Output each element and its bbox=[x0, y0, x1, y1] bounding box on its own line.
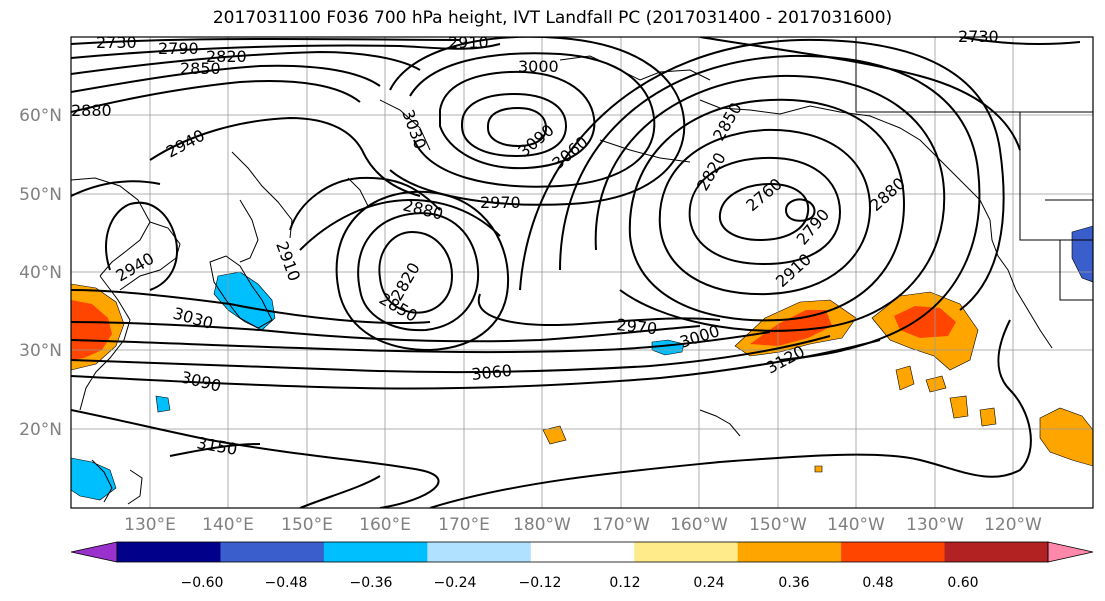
colorbar-tick-label: −0.48 bbox=[265, 575, 308, 591]
lat-tick-label: 40°N bbox=[19, 263, 62, 283]
contour-label: 2730 bbox=[96, 33, 137, 52]
contour-label: 2820 bbox=[206, 47, 247, 66]
positive-anomaly-east-small-4 bbox=[979, 407, 997, 427]
colorbar-segments bbox=[70, 541, 1094, 563]
contour-label: 2850 bbox=[180, 59, 221, 78]
contour-label: 3060 bbox=[470, 361, 512, 384]
contour-label: 3000 bbox=[518, 57, 559, 76]
lon-tick-label: 140°E bbox=[202, 515, 254, 535]
positive-anomaly-east-inner bbox=[894, 306, 956, 338]
lat-tick-label: 60°N bbox=[19, 106, 62, 126]
colorbar-tick-labels: −0.60 −0.48 −0.36 −0.24 −0.12 0.12 0.24 … bbox=[181, 575, 979, 591]
graticule bbox=[71, 37, 1093, 508]
lat-tick-label: 50°N bbox=[19, 185, 62, 205]
colorbar-tick-label: −0.24 bbox=[434, 575, 477, 591]
lon-tick-label: 150°E bbox=[281, 515, 333, 535]
colorbar-tick-label: 0.36 bbox=[778, 575, 809, 591]
colorbar-segment bbox=[634, 542, 739, 562]
colorbar-tick-label: 0.60 bbox=[947, 575, 978, 591]
map-border bbox=[70, 36, 1094, 509]
lon-tick-label: 130°E bbox=[124, 515, 176, 535]
colorbar-segment bbox=[220, 542, 325, 562]
lon-tick-label: 170°E bbox=[438, 515, 490, 535]
lon-tick-label: 150°W bbox=[749, 515, 807, 535]
colorbar-tick-label: 0.48 bbox=[862, 575, 893, 591]
colorbar-tick-label: −0.36 bbox=[350, 575, 393, 591]
colorbar-tick-label: 0.12 bbox=[609, 575, 640, 591]
lon-tick-label: 170°W bbox=[592, 515, 650, 535]
map-title: 2017031100 F036 700 hPa height, IVT Land… bbox=[212, 8, 893, 28]
height-contours bbox=[71, 37, 1081, 508]
positive-anomaly-southeast bbox=[1039, 407, 1093, 467]
colorbar-segment bbox=[841, 542, 946, 562]
contour-label: 2970 bbox=[616, 315, 658, 338]
lon-tick-label: 180°W bbox=[513, 515, 571, 535]
longitude-ticks: 130°E 140°E 150°E 160°E 170°E 180°W 170°… bbox=[124, 515, 1042, 535]
latitude-ticks: 60°N 50°N 40°N 30°N 20°N bbox=[19, 106, 62, 440]
colorbar-segment bbox=[323, 542, 428, 562]
colorbar-tick-label: −0.60 bbox=[181, 575, 224, 591]
colorbar-border bbox=[116, 541, 1049, 563]
colorbar-segment bbox=[530, 542, 635, 562]
colorbar-tick-label: −0.12 bbox=[519, 575, 562, 591]
colorbar-extend-high bbox=[1047, 541, 1094, 563]
lon-tick-label: 160°E bbox=[359, 515, 411, 535]
lon-tick-label: 130°W bbox=[906, 515, 964, 535]
positive-anomaly-east-small-2 bbox=[925, 375, 947, 393]
negative-anomaly-small bbox=[155, 395, 171, 413]
colorbar: −0.60 −0.48 −0.36 −0.24 −0.12 0.12 0.24 … bbox=[70, 541, 1094, 591]
lat-tick-label: 20°N bbox=[19, 420, 62, 440]
colorbar-segment bbox=[737, 542, 842, 562]
positive-anomaly-plume-inner bbox=[750, 310, 832, 346]
contour-label: 2910 bbox=[448, 33, 489, 52]
positive-anomaly-china-inner bbox=[71, 300, 112, 360]
colorbar-segment bbox=[117, 542, 221, 562]
lon-tick-label: 120°W bbox=[984, 515, 1042, 535]
map-area bbox=[71, 37, 1093, 508]
contour-label: 2880 bbox=[71, 101, 112, 120]
lon-tick-label: 160°W bbox=[670, 515, 728, 535]
positive-anomaly-small-2 bbox=[814, 465, 823, 473]
colorbar-segment bbox=[944, 542, 1049, 562]
lat-tick-label: 30°N bbox=[19, 341, 62, 361]
colorbar-extend-low bbox=[70, 541, 118, 563]
positive-anomaly-small-1 bbox=[542, 425, 567, 445]
colorbar-segment bbox=[427, 542, 532, 562]
colorbar-tick-label: 0.24 bbox=[693, 575, 724, 591]
contour-label: 2790 bbox=[158, 39, 199, 58]
lon-tick-label: 140°W bbox=[827, 515, 885, 535]
ivt-shading bbox=[71, 225, 1093, 501]
positive-anomaly-east-small-3 bbox=[949, 395, 969, 419]
positive-anomaly-east-small-1 bbox=[895, 365, 915, 391]
contour-label: 2970 bbox=[480, 193, 521, 212]
